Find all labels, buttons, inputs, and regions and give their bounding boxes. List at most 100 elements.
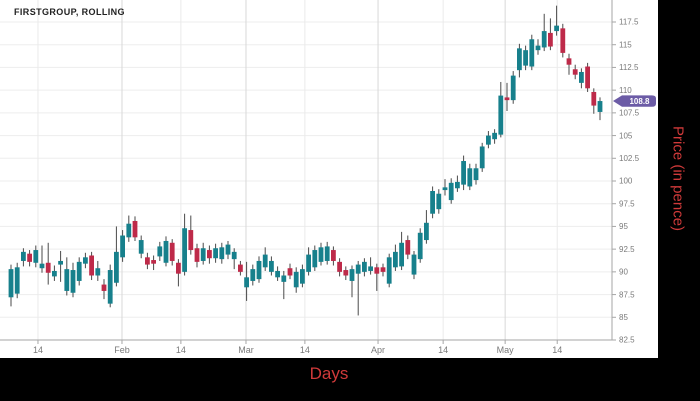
x-tick-label: 14 bbox=[33, 345, 43, 355]
candlestick bbox=[169, 239, 175, 266]
candle-body-up bbox=[244, 277, 249, 288]
candlestick bbox=[39, 245, 45, 273]
candlestick bbox=[510, 71, 516, 104]
candle-body-down bbox=[337, 261, 342, 272]
candle-body-up bbox=[213, 248, 218, 259]
candlestick bbox=[89, 251, 94, 281]
y-tick-label: 100 bbox=[619, 177, 633, 186]
candle-body-up bbox=[8, 269, 14, 298]
candle-body-up bbox=[163, 240, 169, 263]
candle-body-down bbox=[343, 270, 349, 276]
candlestick bbox=[151, 255, 156, 271]
candle-body-up bbox=[70, 270, 76, 293]
candle-body-down bbox=[287, 268, 293, 276]
candlestick bbox=[244, 261, 249, 301]
candle-body-down bbox=[145, 257, 150, 265]
candle-body-up bbox=[529, 39, 535, 67]
candle-body-up bbox=[262, 254, 268, 268]
y-tick-label: 110 bbox=[619, 86, 632, 95]
candle-body-up bbox=[138, 240, 144, 254]
candle-body-up bbox=[362, 261, 367, 272]
last-price-badge-value: 108.8 bbox=[629, 97, 650, 106]
candlestick bbox=[312, 245, 318, 271]
candlestick bbox=[579, 68, 584, 89]
candlestick bbox=[163, 236, 169, 267]
candlestick bbox=[411, 250, 417, 280]
candle-body-up bbox=[324, 246, 330, 261]
candlestick bbox=[70, 262, 76, 298]
candlestick bbox=[176, 259, 181, 287]
x-tick-label: 14 bbox=[552, 345, 562, 355]
chart-title: FIRSTGROUP, ROLLING bbox=[14, 7, 125, 17]
y-tick-label: 85 bbox=[619, 313, 628, 322]
candle-body-up bbox=[442, 187, 448, 191]
candle-body-up bbox=[554, 25, 559, 32]
candle-body-up bbox=[293, 271, 299, 288]
candlestick bbox=[293, 267, 299, 293]
x-tick-label: 14 bbox=[176, 345, 186, 355]
candlestick bbox=[281, 270, 287, 300]
candle-body-up bbox=[393, 251, 398, 268]
candlestick bbox=[374, 263, 380, 291]
candle-body-up bbox=[461, 161, 466, 185]
candle-body-up bbox=[95, 268, 101, 276]
candlestick bbox=[95, 260, 101, 281]
candlestick bbox=[436, 189, 442, 214]
candle-body-up bbox=[52, 270, 57, 277]
candlestick bbox=[548, 18, 553, 51]
candle-body-up bbox=[455, 181, 460, 189]
candlestick bbox=[535, 39, 541, 55]
candlestick bbox=[157, 241, 163, 261]
candle-body-down bbox=[572, 69, 578, 75]
candle-body-up bbox=[126, 223, 132, 238]
candlestick bbox=[492, 129, 497, 144]
y-tick-label: 102.5 bbox=[619, 154, 640, 163]
candlestick bbox=[554, 5, 559, 36]
candle-body-up bbox=[83, 257, 88, 264]
candle-body-up bbox=[579, 71, 584, 83]
candlestick bbox=[250, 264, 256, 286]
candle-body-up bbox=[107, 270, 113, 304]
candlestick bbox=[132, 216, 138, 241]
y-tick-label: 87.5 bbox=[619, 290, 635, 299]
candle-body-up bbox=[14, 267, 20, 294]
candlestick bbox=[8, 264, 14, 307]
candlestick bbox=[486, 131, 491, 149]
candlestick bbox=[473, 163, 479, 185]
candle-body-down bbox=[405, 240, 411, 255]
candle-body-up bbox=[386, 257, 392, 284]
candlestick bbox=[76, 257, 82, 286]
candlestick bbox=[467, 163, 473, 191]
candle-body-down bbox=[374, 267, 380, 274]
x-tick-label: 14 bbox=[300, 345, 310, 355]
candlestick bbox=[256, 256, 262, 283]
candle-body-up bbox=[250, 269, 256, 281]
candlestick bbox=[107, 264, 113, 308]
candle-body-up bbox=[256, 260, 262, 280]
candle-body-down bbox=[176, 262, 181, 274]
candlestick bbox=[337, 258, 342, 277]
candlestick bbox=[52, 265, 57, 281]
candlestick-plot[interactable]: 82.5 85 87.5 90 92.5 95 97.5 100 102.5 105 107.5 11… bbox=[0, 0, 658, 358]
candle-body-up bbox=[33, 250, 39, 263]
candlestick bbox=[417, 228, 423, 263]
candlestick bbox=[386, 253, 392, 288]
candle-body-up bbox=[349, 269, 355, 281]
candlestick bbox=[182, 213, 187, 276]
y-tick-label: 95 bbox=[619, 222, 628, 231]
candle-body-up bbox=[275, 270, 280, 278]
candle-body-up bbox=[58, 260, 63, 265]
y-tick-label: 107.5 bbox=[619, 109, 640, 118]
candle-body-down bbox=[89, 255, 94, 276]
candlestick bbox=[349, 265, 355, 298]
candle-body-up bbox=[467, 168, 473, 187]
candle-body-up bbox=[597, 101, 603, 112]
candlestick bbox=[269, 256, 274, 276]
y-tick-label: 92.5 bbox=[619, 245, 635, 254]
candle-body-down bbox=[560, 28, 566, 53]
candle-body-up bbox=[417, 232, 423, 260]
candlestick bbox=[318, 242, 324, 266]
candle-body-up bbox=[541, 31, 547, 48]
candlestick bbox=[560, 23, 566, 58]
